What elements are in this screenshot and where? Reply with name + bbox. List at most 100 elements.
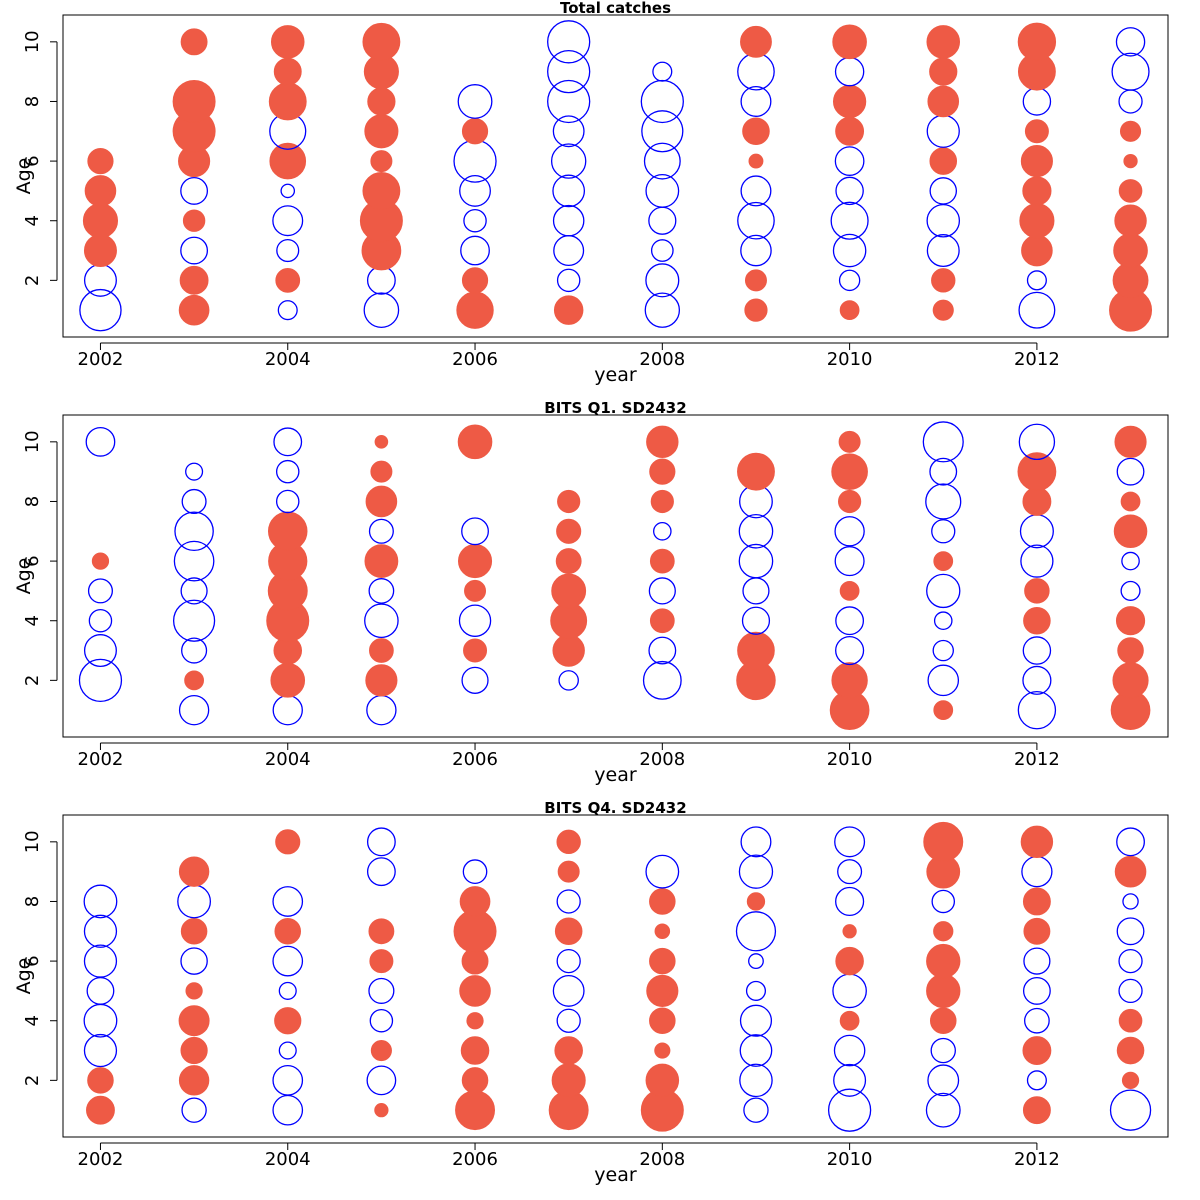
- positive-residual-bubble: [552, 634, 585, 667]
- negative-residual-bubble: [640, 79, 684, 124]
- negative-residual-bubble: [83, 914, 118, 948]
- x-tick-label: 2002: [78, 1149, 124, 1170]
- negative-residual-bubble: [931, 519, 956, 544]
- negative-residual-bubble: [1109, 1089, 1152, 1131]
- positive-residual-bubble: [931, 268, 956, 293]
- negative-residual-bubble: [922, 421, 964, 463]
- positive-residual-bubble: [91, 552, 110, 570]
- negative-residual-bubble: [185, 462, 204, 481]
- positive-residual-bubble: [831, 453, 868, 490]
- chart-title: Total catches: [560, 0, 671, 17]
- negative-residual-bubble: [1019, 514, 1054, 549]
- negative-residual-bubble: [739, 1004, 773, 1037]
- positive-residual-bubble: [1123, 153, 1138, 169]
- negative-residual-bubble: [278, 1041, 297, 1060]
- positive-residual-bubble: [457, 544, 493, 579]
- negative-residual-bubble: [648, 577, 676, 605]
- positive-residual-bubble: [737, 631, 775, 670]
- positive-residual-bubble: [649, 548, 675, 574]
- positive-residual-bubble: [742, 117, 770, 146]
- positive-residual-bubble: [275, 267, 301, 293]
- positive-residual-bubble: [832, 24, 867, 60]
- y-tick-label: 6: [22, 955, 43, 966]
- positive-residual-bubble: [933, 551, 954, 571]
- negative-residual-bubble: [272, 1065, 304, 1096]
- x-tick-label: 2012: [1014, 349, 1060, 370]
- negative-residual-bubble: [645, 173, 680, 208]
- y-tick-label: 10: [22, 430, 43, 453]
- positive-residual-bubble: [835, 116, 865, 146]
- positive-residual-bubble: [926, 25, 961, 59]
- negative-residual-bubble: [645, 854, 680, 889]
- negative-residual-bubble: [738, 513, 774, 549]
- x-tick-label: 2008: [639, 749, 685, 770]
- positive-residual-bubble: [1021, 234, 1053, 267]
- positive-residual-bubble: [180, 28, 208, 56]
- negative-residual-bubble: [277, 300, 298, 321]
- negative-residual-bubble: [740, 85, 772, 117]
- negative-residual-bubble: [462, 859, 488, 884]
- negative-residual-bubble: [83, 634, 117, 668]
- negative-residual-bubble: [173, 540, 215, 582]
- positive-residual-bubble: [835, 946, 864, 976]
- y-tick-label: 2: [22, 1075, 43, 1086]
- positive-residual-bubble: [926, 943, 961, 979]
- negative-residual-bubble: [368, 977, 395, 1004]
- positive-residual-bubble: [178, 1005, 210, 1037]
- negative-residual-bubble: [834, 826, 866, 858]
- positive-residual-bubble: [838, 489, 862, 514]
- negative-residual-bubble: [83, 944, 118, 978]
- negative-residual-bubble: [280, 183, 296, 199]
- x-tick-label: 2010: [827, 749, 873, 770]
- negative-residual-bubble: [461, 517, 489, 546]
- negative-residual-bubble: [180, 236, 209, 265]
- positive-residual-bubble: [365, 664, 398, 697]
- x-tick-label: 2012: [1014, 749, 1060, 770]
- negative-residual-bubble: [552, 115, 585, 148]
- negative-residual-bubble: [745, 980, 767, 1001]
- negative-residual-bubble: [86, 976, 115, 1005]
- negative-residual-bubble: [740, 826, 772, 858]
- positive-residual-bubble: [1116, 1036, 1145, 1065]
- positive-residual-bubble: [1017, 452, 1057, 492]
- x-tick-label: 2002: [78, 749, 124, 770]
- positive-residual-bubble: [1020, 825, 1054, 859]
- negative-residual-bubble: [457, 84, 493, 119]
- negative-residual-bubble: [180, 947, 208, 975]
- x-axis-title: year: [594, 364, 637, 386]
- negative-residual-bubble: [741, 606, 771, 635]
- positive-residual-bubble: [649, 888, 676, 915]
- negative-residual-bubble: [1022, 87, 1052, 116]
- negative-residual-bubble: [648, 636, 677, 665]
- negative-residual-bubble: [366, 827, 396, 857]
- x-tick-label: 2002: [78, 349, 124, 370]
- negative-residual-bubble: [1118, 89, 1143, 114]
- negative-residual-bubble: [931, 889, 956, 914]
- positive-residual-bubble: [1112, 262, 1149, 299]
- positive-residual-bubble: [926, 973, 961, 1009]
- positive-residual-bubble: [364, 114, 399, 149]
- negative-residual-bubble: [1022, 976, 1051, 1005]
- negative-residual-bubble: [1026, 270, 1047, 291]
- positive-residual-bubble: [82, 203, 119, 239]
- negative-residual-bubble: [832, 973, 867, 1009]
- positive-residual-bubble: [1022, 176, 1052, 206]
- negative-residual-bubble: [83, 1033, 118, 1068]
- negative-residual-bubble: [88, 608, 113, 633]
- x-tick-label: 2008: [639, 349, 685, 370]
- negative-residual-bubble: [743, 1097, 769, 1123]
- positive-residual-bubble: [748, 153, 764, 169]
- negative-residual-bubble: [1017, 690, 1057, 730]
- chart-panel-3: BITS Q4. SD2432 2002 2004 2006 2008 2010 2012 y…: [13, 799, 1169, 1186]
- positive-residual-bubble: [746, 892, 766, 911]
- positive-residual-bubble: [273, 57, 302, 86]
- x-tick-label: 2006: [452, 749, 498, 770]
- negative-residual-bubble: [272, 886, 304, 917]
- negative-residual-bubble: [278, 981, 297, 1000]
- negative-residual-bubble: [830, 201, 869, 240]
- positive-residual-bubble: [645, 1063, 680, 1098]
- positive-residual-bubble: [182, 209, 206, 232]
- negative-residual-bubble: [364, 603, 399, 639]
- positive-residual-bubble: [1020, 145, 1053, 178]
- positive-residual-bubble: [370, 1039, 392, 1062]
